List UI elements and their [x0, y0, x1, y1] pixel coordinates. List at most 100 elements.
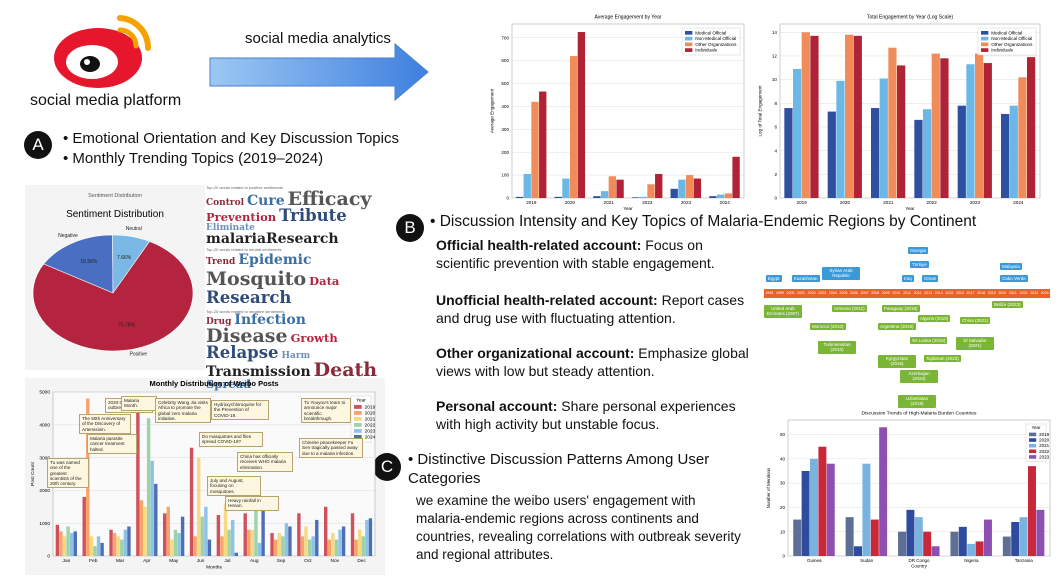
timeline-country: Türkiye	[910, 261, 929, 269]
word: Death	[313, 358, 378, 381]
bar	[361, 536, 365, 556]
annotation: The 50th Anniversary of the Discovery of…	[79, 414, 131, 434]
bar	[793, 68, 802, 199]
y-tick-label: 500	[501, 81, 509, 86]
bar	[593, 196, 601, 198]
legend-swatch	[1029, 455, 1037, 459]
bar	[1011, 522, 1020, 556]
account-text: Report cases and drug use with fluctuati…	[436, 292, 745, 327]
chart: Total Engagement by Year (Log Scale) Year…	[758, 14, 1041, 211]
annotations: 2020:COVID-19 outbreak.The 50th Annivers…	[25, 378, 385, 575]
word: Trend	[206, 257, 236, 268]
bar	[154, 483, 158, 556]
word: Eliminate	[206, 223, 255, 233]
x-tick-label: 2023	[970, 200, 981, 205]
pie-slice	[32, 241, 194, 352]
timeline-country: Morocco (2010)	[810, 323, 846, 331]
bar	[655, 173, 663, 198]
timeline-year: 2010	[892, 291, 901, 295]
annotation: July and August, focusing on mosquitoes.	[207, 476, 261, 496]
y-tick-label: 8	[774, 101, 777, 106]
bar	[368, 518, 373, 556]
bar	[870, 519, 879, 556]
bar	[958, 526, 967, 556]
account: Other organizational account: Emphasize …	[436, 344, 756, 380]
bar	[281, 536, 285, 556]
y-tick-label: 1000	[39, 521, 50, 527]
legend-label: 2021	[365, 417, 376, 423]
legend-swatch	[685, 42, 693, 47]
timeline-country: Oman	[922, 275, 939, 283]
bar	[801, 471, 810, 556]
y-tick-label: 0	[47, 554, 50, 560]
legend-swatch	[981, 48, 989, 52]
x-tick-label: 2021	[604, 200, 615, 205]
bar	[950, 531, 959, 556]
timeline-year: 1998	[765, 291, 774, 295]
word: Relapse	[206, 343, 279, 363]
word: Data	[309, 273, 340, 288]
bar	[1019, 517, 1028, 556]
bar	[270, 533, 274, 556]
bar	[89, 536, 94, 556]
bar	[66, 526, 70, 556]
timeline-year: 2004	[828, 291, 837, 295]
y-tick-label: 10	[772, 77, 778, 82]
y-tick-label: 12	[772, 54, 778, 59]
bar	[686, 175, 694, 198]
bar	[62, 536, 67, 556]
x-tick-label: Nov	[330, 558, 339, 564]
timeline-year: 1999	[775, 291, 784, 295]
y-tick-label: 50	[780, 432, 786, 437]
word: Harm	[281, 351, 311, 362]
bar	[204, 506, 208, 556]
timeline-year: 2006	[850, 291, 859, 295]
timeline-year: 2023	[1030, 291, 1039, 295]
timeline-year: 2019	[987, 291, 996, 295]
annotation: Do masquitoes and flies spread COVID-19?	[199, 432, 263, 447]
legend-swatch	[354, 423, 362, 427]
bar	[732, 156, 740, 198]
bar	[554, 196, 562, 198]
bar	[120, 539, 124, 556]
bar	[914, 517, 923, 556]
bar	[250, 529, 255, 556]
y-tick-label: 14	[772, 30, 778, 35]
bar	[358, 529, 362, 556]
word-cloud-title: Top-20 words related to negative sentime…	[206, 309, 285, 314]
legend-label: Non-Medical Official	[991, 36, 1032, 41]
timeline-country: El Salvador (2021)	[956, 337, 994, 350]
bar	[562, 178, 570, 198]
bar	[143, 506, 147, 556]
chart-title: Total Engagement by Year (Log Scale)	[867, 14, 953, 20]
bar	[177, 533, 181, 556]
x-tick-label: 2022	[927, 200, 938, 205]
legend-swatch	[981, 36, 989, 41]
timeline-country: Tajikistan (2023)	[924, 355, 961, 363]
account-text: Share personal experiences with high act…	[436, 398, 736, 433]
x-tick-label: Jan	[63, 558, 71, 564]
annotation: Heavy rainfall in Henan.	[225, 496, 279, 511]
bar	[1027, 466, 1036, 556]
x-tick-label: DR Congo	[908, 558, 930, 563]
bar	[69, 533, 74, 556]
y-tick-label: 0	[774, 196, 777, 201]
bar	[836, 80, 845, 198]
word: Infection	[234, 311, 306, 328]
timeline-year: 2016	[955, 291, 964, 295]
timeline-country: Paraguay (2018)	[882, 305, 920, 313]
bar	[810, 458, 818, 556]
timeline-country: United Arab Emirates (2007)	[764, 305, 802, 318]
legend-swatch	[685, 31, 693, 35]
legend-label: 2022	[365, 423, 376, 429]
bar	[254, 506, 258, 556]
bar	[801, 32, 810, 199]
marker: A	[24, 131, 52, 159]
y-tick-label: 2	[774, 172, 777, 177]
pie-category-label: Neutral	[126, 226, 142, 232]
chart-title: Sentiment Distribution	[66, 209, 164, 220]
bar	[631, 197, 640, 198]
word: Efficacy	[287, 187, 372, 210]
timeline-year: 2001	[797, 291, 806, 295]
bar	[1018, 77, 1027, 198]
